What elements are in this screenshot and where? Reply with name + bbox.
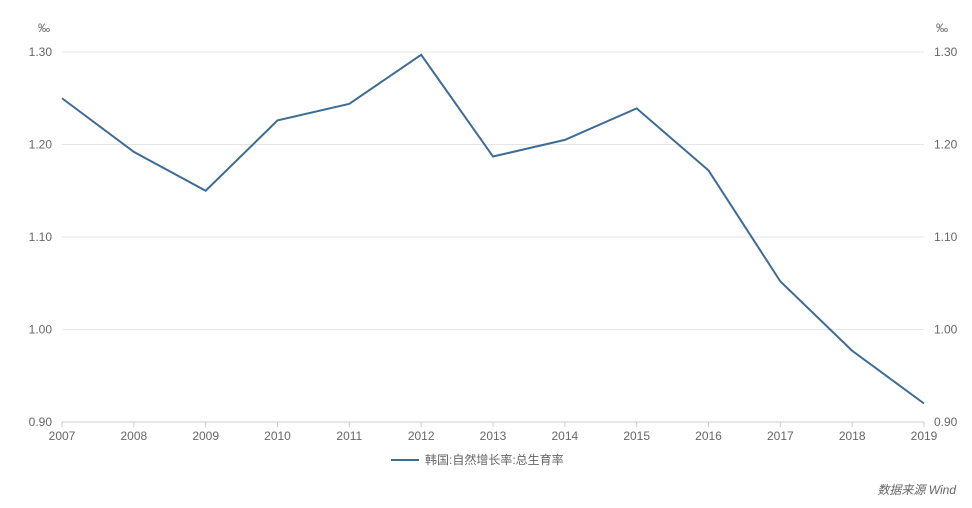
y-tick-label-right: 0.90 [934,415,958,429]
source-label: 数据来源 Wind [877,483,956,497]
line-chart: 0.90 0.90 1.00 1.00 1.10 1.10 1.20 1.20 1.30 1.30… [0,0,972,508]
x-tick-label: 2014 [551,429,578,443]
x-tick-label: 2016 [695,429,722,443]
x-tick-label: 2010 [264,429,291,443]
x-tick-label: 2013 [480,429,507,443]
y-tick-label-right: 1.20 [934,138,958,152]
x-tick-label: 2011 [336,429,362,443]
x-tick-label: 2015 [623,429,650,443]
x-tick-label: 2017 [767,429,794,443]
y-tick-label-left: 1.00 [29,323,53,337]
y-tick-label-left: 1.30 [29,45,53,59]
y-tick-label-right: 1.10 [934,230,958,244]
chart-container: 0.90 0.90 1.00 1.00 1.10 1.10 1.20 1.20 1.30 1.30… [0,0,972,508]
y-tick-label-right: 1.30 [934,45,958,59]
y-tick-label-left: 1.20 [29,138,53,152]
x-tick-label: 2019 [911,429,938,443]
y-tick-label-right: 1.00 [934,323,958,337]
x-tick-label: 2018 [839,429,866,443]
x-tick-label: 2007 [49,429,76,443]
y-unit-right: ‰ [936,21,948,35]
legend-label: 韩国:自然增长率:总生育率 [425,452,564,467]
y-tick-label-left: 1.10 [29,230,53,244]
x-tick-label: 2012 [408,429,435,443]
x-tick-label: 2008 [120,429,147,443]
y-unit-left: ‰ [38,21,50,35]
y-tick-label-left: 0.90 [29,415,53,429]
x-tick-label: 2009 [192,429,219,443]
